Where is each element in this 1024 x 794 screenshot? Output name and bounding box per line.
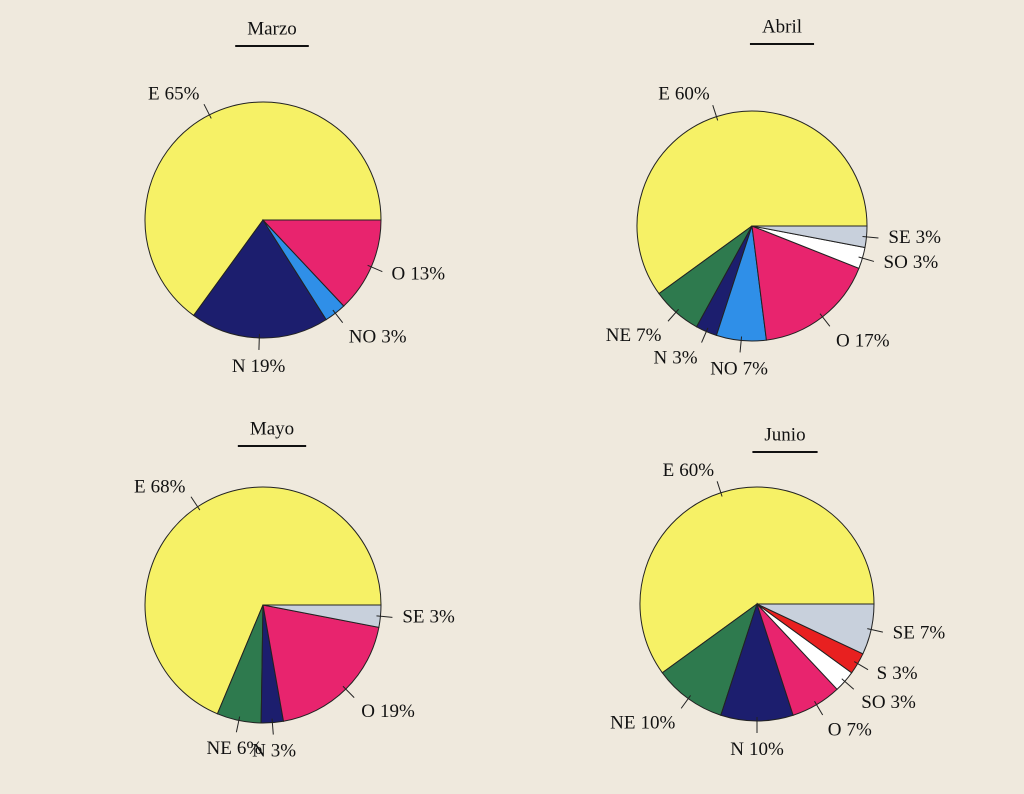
slice-value: 68% — [151, 477, 186, 498]
slice-value: 3% — [916, 227, 942, 248]
leader-line — [854, 661, 869, 671]
slice-label: SO 3% — [884, 253, 939, 274]
slice-value: 7% — [846, 720, 872, 741]
slice-label: N 3% — [654, 348, 698, 369]
slice-category: N — [730, 739, 744, 760]
slice-category: SE — [888, 227, 910, 248]
slice-category: NE — [206, 738, 231, 759]
slice-value: 19% — [380, 701, 415, 722]
slice-value: 7% — [743, 359, 769, 380]
slice-label: O 17% — [836, 331, 890, 352]
slice-category: E — [663, 460, 675, 481]
slice-value: 19% — [251, 356, 286, 377]
leader-line — [342, 685, 355, 699]
leader-line — [235, 716, 241, 733]
slice-value: 3% — [430, 607, 456, 628]
slice-value: 3% — [672, 348, 698, 369]
slice-label: O 7% — [828, 720, 872, 741]
slice-label: NO 3% — [349, 327, 407, 348]
slice-label: SE 3% — [888, 227, 941, 248]
slice-label: S 3% — [877, 663, 918, 684]
slice-label: SE 3% — [402, 607, 455, 628]
leader-line — [867, 628, 884, 633]
slice-category: E — [658, 84, 670, 105]
leader-line — [367, 264, 383, 273]
slice-value: 60% — [679, 460, 714, 481]
slice-label: SE 7% — [893, 623, 946, 644]
slice-value: 7% — [920, 623, 946, 644]
leader-line — [716, 481, 723, 497]
slice-category: N — [232, 356, 246, 377]
slice-label: NO 7% — [710, 359, 768, 380]
leader-line — [680, 695, 691, 709]
slice-category: N — [252, 741, 266, 762]
leader-line — [739, 336, 743, 353]
leader-line — [814, 701, 824, 716]
slice-label: NE 7% — [606, 325, 662, 346]
slice-value: 65% — [165, 84, 200, 105]
slice-category: NE — [606, 325, 631, 346]
slice-value: 6% — [237, 738, 263, 759]
leader-line — [271, 718, 274, 735]
slice-value: 10% — [640, 713, 675, 734]
slice-category: O — [391, 264, 405, 285]
slice-label: NE 10% — [610, 713, 675, 734]
leader-line — [667, 308, 679, 322]
slice-value: 3% — [381, 327, 407, 348]
slice-label: NE 6% — [206, 738, 262, 759]
slice-value: 13% — [410, 264, 445, 285]
leader-line — [712, 105, 719, 121]
slice-category: NO — [710, 359, 737, 380]
slice-label: SO 3% — [861, 692, 916, 713]
slice-value: 3% — [271, 741, 297, 762]
chart-title: Marzo — [247, 18, 297, 39]
slice-label: O 13% — [391, 264, 445, 285]
slice-category: E — [134, 477, 146, 498]
leader-line — [190, 496, 201, 511]
slice-value: 17% — [855, 331, 890, 352]
slice-value: 3% — [891, 692, 917, 713]
slice-value: 10% — [749, 739, 784, 760]
leader-line — [376, 615, 393, 618]
leader-line — [862, 235, 879, 239]
slice-category: SE — [893, 623, 915, 644]
slice-category: SE — [402, 607, 424, 628]
slice-category: O — [836, 331, 850, 352]
leader-line — [858, 256, 875, 262]
slice-category: O — [361, 701, 375, 722]
slice-category: NE — [610, 713, 635, 734]
slice-value: 60% — [675, 84, 710, 105]
slice-category: N — [654, 348, 668, 369]
slice-value: 7% — [636, 325, 662, 346]
slice-value: 3% — [913, 253, 939, 274]
slice-value: 3% — [892, 663, 918, 684]
chart-title: Junio — [764, 424, 805, 445]
slice-label: N 19% — [232, 356, 286, 377]
slice-category: S — [877, 663, 888, 684]
slice-category: E — [148, 84, 160, 105]
leader-line — [258, 333, 260, 350]
slice-label: E 60% — [663, 460, 715, 481]
chart-title: Mayo — [250, 418, 294, 439]
slice-label: E 60% — [658, 84, 710, 105]
slice-category: O — [828, 720, 842, 741]
slice-label: N 3% — [252, 741, 296, 762]
slice-label: E 65% — [148, 84, 200, 105]
leader-line — [819, 313, 831, 327]
leader-line — [332, 309, 344, 324]
leader-line — [841, 678, 855, 690]
slice-category: NO — [349, 327, 376, 348]
leader-line — [203, 103, 212, 119]
slice-category: SO — [884, 253, 908, 274]
slice-label: O 19% — [361, 701, 415, 722]
chart-title: Abril — [762, 16, 802, 37]
slice-label: N 10% — [730, 739, 784, 760]
slice-category: SO — [861, 692, 885, 713]
slice-label: E 68% — [134, 477, 186, 498]
leader-line — [701, 327, 709, 343]
